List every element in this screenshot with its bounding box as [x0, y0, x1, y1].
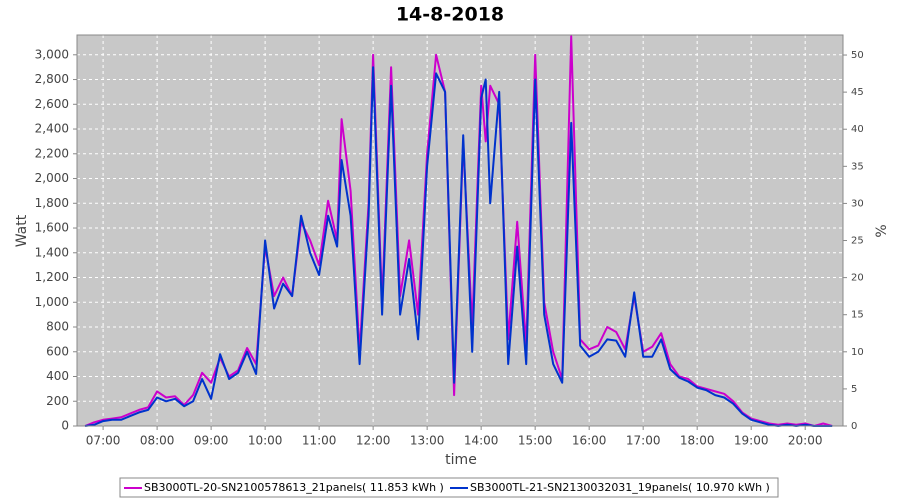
x-tick-label: 13:00 [410, 434, 445, 448]
y-tick-label: 1,800 [35, 196, 69, 210]
y2-tick-label: 30 [851, 198, 864, 209]
x-tick-label: 12:00 [356, 434, 391, 448]
y-tick-label: 2,400 [35, 122, 69, 136]
y-tick-label: 800 [46, 320, 69, 334]
y-tick-label: 3,000 [35, 47, 69, 61]
y-tick-label: 2,000 [35, 171, 69, 185]
chart-title: 14-8-2018 [396, 4, 504, 26]
y-tick-label: 1,400 [35, 245, 69, 259]
y-tick-label: 2,200 [35, 146, 69, 160]
y2-tick-label: 50 [851, 50, 864, 61]
series-line [84, 66, 833, 427]
y-tick-label: 600 [46, 344, 69, 358]
legend-box [119, 477, 779, 498]
y2-tick-label: 35 [851, 161, 864, 172]
x-tick-label: 11:00 [302, 434, 337, 448]
x-tick-label: 20:00 [788, 434, 823, 448]
y2-tick-label: 20 [851, 273, 864, 284]
x-tick-label: 15:00 [518, 434, 553, 448]
x-tick-label: 08:00 [140, 434, 175, 448]
y-tick-label: 0 [61, 419, 69, 433]
x-tick-label: 17:00 [626, 434, 661, 448]
x-tick-label: 10:00 [248, 434, 283, 448]
legend-label: SB3000TL-21-SN2130032031_19panels( 10.97… [470, 481, 770, 494]
y2-tick-label: 40 [851, 124, 864, 135]
x-tick-label: 18:00 [680, 434, 715, 448]
y2-tick-label: 5 [851, 384, 857, 395]
y-tick-label: 2,600 [35, 97, 69, 111]
y2-tick-label: 25 [851, 236, 864, 247]
legend-label: SB3000TL-20-SN2100578613_21panels( 11.85… [144, 481, 444, 494]
y2-tick-label: 15 [851, 310, 864, 321]
y2-axis-label: % [874, 224, 890, 237]
x-tick-label: 16:00 [572, 434, 607, 448]
y2-tick-label: 0 [851, 421, 857, 432]
x-tick-label: 07:00 [86, 434, 121, 448]
y2-tick-label: 45 [851, 87, 864, 98]
y-tick-label: 200 [46, 394, 69, 408]
x-tick-label: 14:00 [464, 434, 499, 448]
y-tick-label: 2,800 [35, 72, 69, 86]
y-axis-label: Watt [14, 214, 30, 247]
plot-border [76, 34, 844, 427]
y-tick-label: 1,200 [35, 270, 69, 284]
y-tick-label: 1,000 [35, 295, 69, 309]
x-tick-label: 19:00 [734, 434, 769, 448]
x-tick-label: 09:00 [194, 434, 229, 448]
x-axis-label: time [445, 452, 477, 468]
y-tick-label: 1,600 [35, 221, 69, 235]
y-tick-label: 400 [46, 369, 69, 383]
y2-tick-label: 10 [851, 347, 864, 358]
